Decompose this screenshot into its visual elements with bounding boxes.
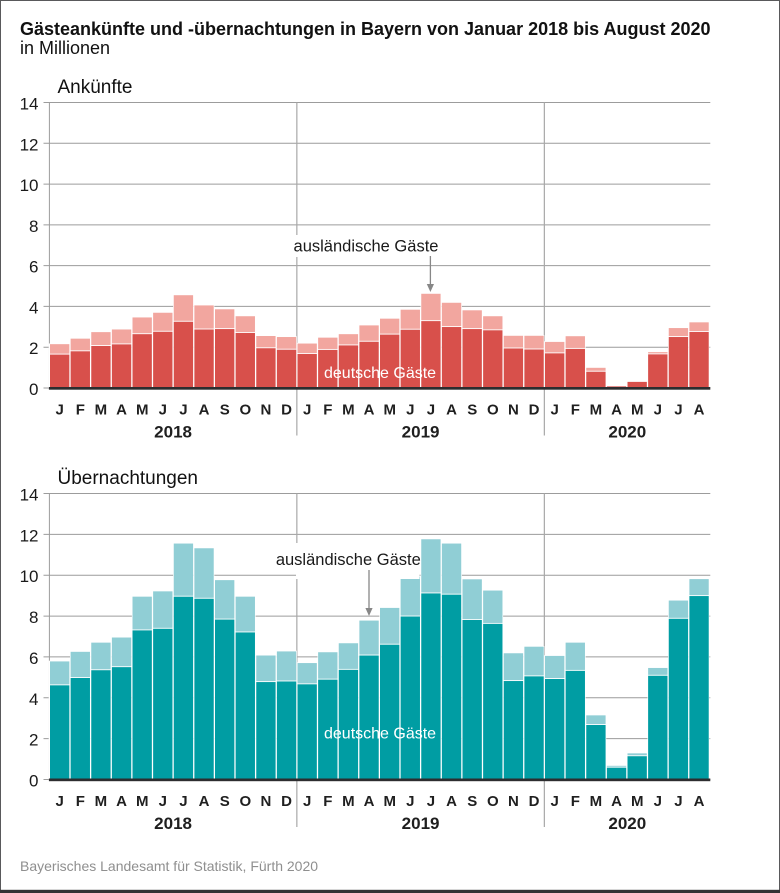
svg-text:J: J xyxy=(674,793,682,810)
svg-text:0: 0 xyxy=(29,380,38,399)
svg-text:M: M xyxy=(342,402,355,419)
svg-text:6: 6 xyxy=(29,258,38,277)
svg-text:A: A xyxy=(694,402,705,419)
svg-text:A: A xyxy=(611,402,622,419)
svg-text:J: J xyxy=(56,793,64,810)
svg-text:M: M xyxy=(383,402,396,419)
svg-text:D: D xyxy=(281,793,292,810)
svg-text:M: M xyxy=(95,793,108,810)
svg-text:J: J xyxy=(427,793,435,810)
svg-text:F: F xyxy=(571,402,580,419)
svg-text:D: D xyxy=(529,402,540,419)
svg-text:S: S xyxy=(220,402,230,419)
svg-text:O: O xyxy=(487,793,499,810)
svg-text:ausländische Gäste: ausländische Gäste xyxy=(294,238,439,256)
svg-text:2019: 2019 xyxy=(402,422,440,441)
svg-text:A: A xyxy=(199,402,210,419)
svg-text:Ankünfte: Ankünfte xyxy=(58,77,133,98)
svg-text:A: A xyxy=(364,402,375,419)
svg-text:M: M xyxy=(95,402,108,419)
svg-text:2018: 2018 xyxy=(154,814,192,833)
svg-text:12: 12 xyxy=(20,135,39,154)
svg-text:8: 8 xyxy=(29,608,38,627)
svg-text:2: 2 xyxy=(29,339,38,358)
svg-text:J: J xyxy=(551,402,559,419)
svg-text:A: A xyxy=(199,793,210,810)
svg-text:S: S xyxy=(220,793,230,810)
svg-text:J: J xyxy=(674,402,682,419)
svg-text:J: J xyxy=(56,402,64,419)
svg-text:A: A xyxy=(116,402,127,419)
svg-text:J: J xyxy=(406,793,414,810)
svg-text:0: 0 xyxy=(29,772,38,791)
svg-text:14: 14 xyxy=(20,486,39,505)
svg-text:10: 10 xyxy=(20,567,39,586)
svg-text:F: F xyxy=(76,793,85,810)
svg-text:4: 4 xyxy=(29,690,38,709)
svg-text:J: J xyxy=(654,402,662,419)
svg-text:F: F xyxy=(323,793,332,810)
svg-text:O: O xyxy=(239,402,251,419)
svg-text:J: J xyxy=(303,402,311,419)
svg-text:deutsche Gäste: deutsche Gäste xyxy=(324,726,436,743)
svg-text:12: 12 xyxy=(20,526,39,545)
svg-text:M: M xyxy=(342,793,355,810)
svg-text:A: A xyxy=(446,402,457,419)
svg-text:2020: 2020 xyxy=(608,814,646,833)
svg-text:D: D xyxy=(529,793,540,810)
svg-text:F: F xyxy=(323,402,332,419)
svg-text:J: J xyxy=(179,793,187,810)
svg-text:14: 14 xyxy=(20,95,39,114)
svg-text:J: J xyxy=(303,793,311,810)
svg-text:8: 8 xyxy=(29,217,38,236)
svg-text:M: M xyxy=(590,402,603,419)
svg-text:N: N xyxy=(508,793,519,810)
svg-text:N: N xyxy=(508,402,519,419)
svg-text:10: 10 xyxy=(20,176,39,195)
svg-text:deutsche Gäste: deutsche Gäste xyxy=(324,365,436,382)
svg-text:A: A xyxy=(694,793,705,810)
svg-text:M: M xyxy=(631,793,644,810)
svg-text:M: M xyxy=(590,793,603,810)
svg-text:J: J xyxy=(179,402,187,419)
svg-text:4: 4 xyxy=(29,298,38,317)
svg-text:S: S xyxy=(467,402,477,419)
svg-text:J: J xyxy=(406,402,414,419)
svg-text:2020: 2020 xyxy=(608,422,646,441)
svg-text:N: N xyxy=(260,402,271,419)
svg-text:O: O xyxy=(239,793,251,810)
svg-text:D: D xyxy=(281,402,292,419)
svg-text:J: J xyxy=(159,793,167,810)
svg-text:6: 6 xyxy=(29,649,38,668)
svg-text:Gästeankünfte und -übernachtun: Gästeankünfte und -übernachtungen in Bay… xyxy=(20,19,711,39)
svg-text:ausländische Gäste: ausländische Gäste xyxy=(276,551,421,569)
svg-text:Übernachtungen: Übernachtungen xyxy=(58,468,199,489)
svg-text:J: J xyxy=(159,402,167,419)
svg-text:J: J xyxy=(427,402,435,419)
svg-text:in Millionen: in Millionen xyxy=(20,38,110,58)
svg-text:A: A xyxy=(364,793,375,810)
svg-text:O: O xyxy=(487,402,499,419)
svg-text:A: A xyxy=(116,793,127,810)
svg-text:M: M xyxy=(631,402,644,419)
svg-text:M: M xyxy=(383,793,396,810)
svg-text:Bayerisches Landesamt für Stat: Bayerisches Landesamt für Statistik, Für… xyxy=(20,858,318,874)
svg-text:F: F xyxy=(571,793,580,810)
svg-text:J: J xyxy=(551,793,559,810)
svg-text:S: S xyxy=(467,793,477,810)
svg-text:M: M xyxy=(136,402,149,419)
svg-text:M: M xyxy=(136,793,149,810)
svg-text:J: J xyxy=(654,793,662,810)
svg-text:2018: 2018 xyxy=(154,422,192,441)
svg-text:A: A xyxy=(611,793,622,810)
svg-text:A: A xyxy=(446,793,457,810)
svg-text:F: F xyxy=(76,402,85,419)
svg-text:N: N xyxy=(260,793,271,810)
svg-text:2019: 2019 xyxy=(402,814,440,833)
svg-text:2: 2 xyxy=(29,731,38,750)
